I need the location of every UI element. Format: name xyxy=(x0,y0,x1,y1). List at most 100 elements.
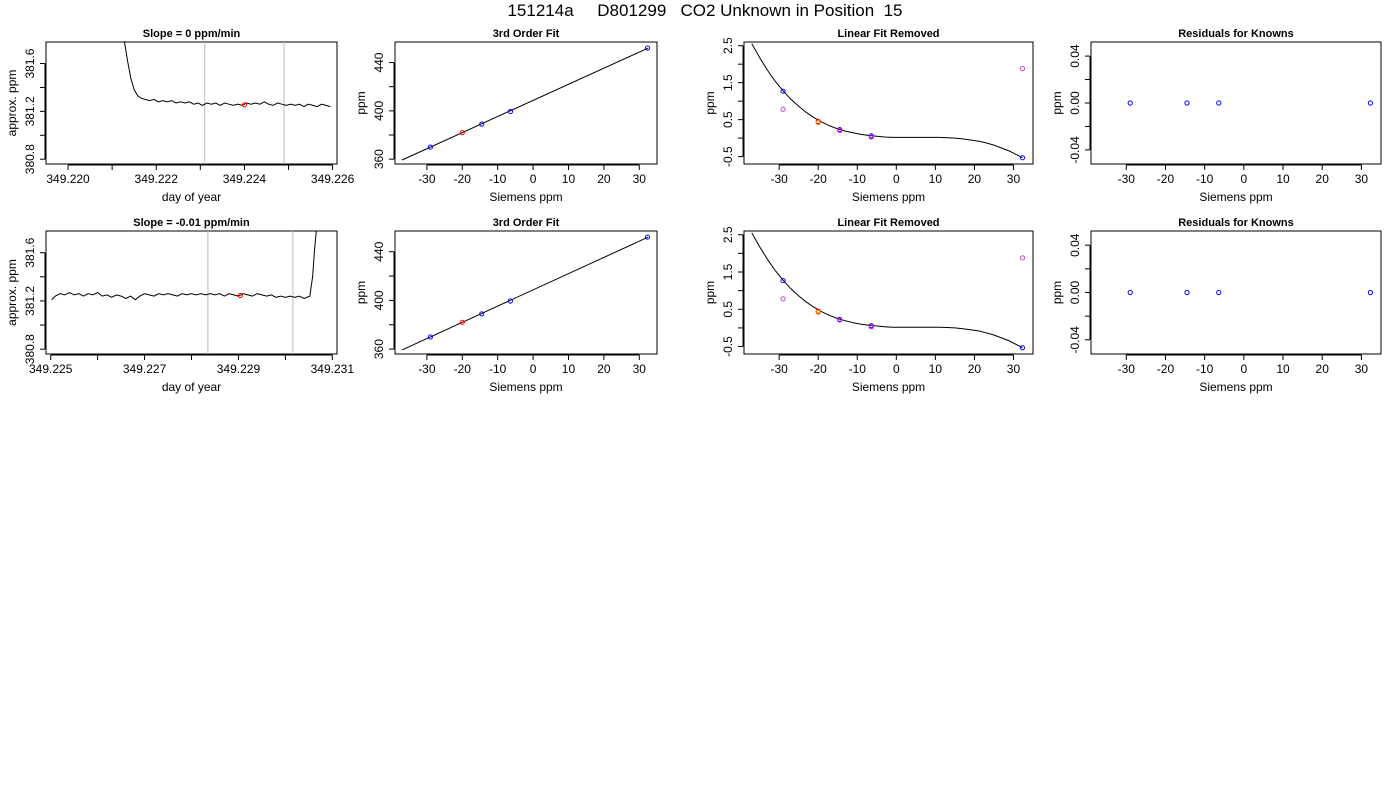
x-tick-label: -20 xyxy=(1157,362,1175,376)
x-tick-label: 20 xyxy=(968,172,982,186)
plot-frame xyxy=(394,41,658,165)
y-tick-label: -0.04 xyxy=(1068,326,1082,354)
x-tick-label: 20 xyxy=(1316,362,1330,376)
x-tick-label: -20 xyxy=(1157,172,1175,186)
data-point xyxy=(1184,289,1190,296)
x-tick-label: 0 xyxy=(893,172,900,186)
y-axis-label: ppm xyxy=(354,281,368,304)
y-tick-label: 0.00 xyxy=(1068,91,1082,115)
data-point xyxy=(780,277,786,284)
fit-curve xyxy=(751,43,1023,159)
plot-frame xyxy=(394,230,658,355)
plot-frame xyxy=(743,41,1034,165)
x-tick-label: 30 xyxy=(1007,362,1021,376)
y-tick-label: 0.04 xyxy=(1068,233,1082,257)
data-point xyxy=(237,292,243,299)
y-tick-label: -0.5 xyxy=(721,336,735,357)
data-point xyxy=(644,45,651,51)
y-tick-label: 440 xyxy=(372,52,386,72)
plot-frame xyxy=(1090,41,1382,165)
y-tick-label: 381.6 xyxy=(23,48,37,78)
x-tick-label: -20 xyxy=(810,362,828,376)
y-axis-label: ppm xyxy=(703,91,717,114)
x-tick-label: 0 xyxy=(893,362,900,376)
x-tick-label: 10 xyxy=(562,172,576,186)
x-tick-label: 349.224 xyxy=(223,172,267,186)
x-tick-label: -30 xyxy=(1118,362,1136,376)
x-tick-label: -10 xyxy=(489,172,507,186)
x-tick-label: 349.225 xyxy=(29,362,73,376)
x-tick-label: 30 xyxy=(1007,172,1021,186)
data-point xyxy=(479,311,485,317)
y-tick-label: 0.5 xyxy=(721,301,735,318)
x-tick-label: 349.229 xyxy=(217,362,261,376)
x-tick-label: 30 xyxy=(1355,362,1369,376)
x-tick-label: -10 xyxy=(1196,362,1214,376)
data-point xyxy=(837,317,843,323)
x-axis-label: day of year xyxy=(162,380,221,394)
plot-frame xyxy=(743,230,1034,355)
series-line xyxy=(51,231,317,301)
plot-frame xyxy=(45,41,338,165)
data-point xyxy=(837,127,843,133)
chart-title: Residuals for Knowns xyxy=(1178,28,1294,40)
data-point xyxy=(1367,100,1374,106)
y-tick-label: 2.5 xyxy=(721,37,735,54)
x-tick-label: 20 xyxy=(597,172,611,186)
chart-5 xyxy=(389,230,658,360)
x-axis-label: Siemens ppm xyxy=(489,190,562,204)
data-point xyxy=(1216,100,1222,106)
x-tick-label: 20 xyxy=(597,362,611,376)
x-axis-label: Siemens ppm xyxy=(852,190,925,204)
x-tick-label: 30 xyxy=(1355,172,1369,186)
x-tick-label: 349.222 xyxy=(135,172,179,186)
x-tick-label: 349.231 xyxy=(311,362,355,376)
y-axis-label: ppm xyxy=(354,91,368,114)
x-tick-label: 10 xyxy=(1276,172,1290,186)
x-tick-label: -10 xyxy=(489,362,507,376)
x-tick-label: -10 xyxy=(849,172,867,186)
chart-title: Slope = 0 ppm/min xyxy=(143,28,241,40)
y-tick-label: 400 xyxy=(372,290,386,310)
y-tick-label: 400 xyxy=(372,101,386,121)
x-tick-label: -30 xyxy=(770,362,788,376)
x-tick-label: -30 xyxy=(1118,172,1136,186)
x-tick-label: -10 xyxy=(849,362,867,376)
y-tick-label: 381.6 xyxy=(23,237,37,267)
y-tick-label: -0.04 xyxy=(1068,136,1082,164)
data-point xyxy=(868,134,874,140)
data-point xyxy=(1127,289,1133,296)
y-tick-label: 0.5 xyxy=(721,111,735,128)
x-tick-label: 10 xyxy=(1276,362,1290,376)
page-title: 151214a D801299 CO2 Unknown in Position … xyxy=(507,1,903,20)
x-tick-label: 10 xyxy=(929,362,943,376)
chart-title: Slope = -0.01 ppm/min xyxy=(133,217,250,229)
chart-4 xyxy=(40,230,338,360)
x-tick-label: 20 xyxy=(1316,172,1330,186)
chart-2 xyxy=(738,41,1034,170)
data-point xyxy=(459,129,465,136)
data-point xyxy=(1019,66,1026,72)
y-tick-label: 0.04 xyxy=(1068,44,1082,68)
y-tick-label: 2.5 xyxy=(721,226,735,243)
x-tick-label: 10 xyxy=(929,172,943,186)
y-tick-label: 380.8 xyxy=(23,334,37,364)
x-axis-label: Siemens ppm xyxy=(489,380,562,394)
data-point xyxy=(459,319,465,325)
data-point xyxy=(780,88,786,94)
x-tick-label: 30 xyxy=(633,172,647,186)
chart-title: Linear Fit Removed xyxy=(837,217,939,229)
data-point xyxy=(507,108,514,115)
x-tick-label: -20 xyxy=(810,172,828,186)
x-tick-label: 10 xyxy=(562,362,576,376)
y-axis-label: approx. ppm xyxy=(5,259,19,326)
chart-6 xyxy=(738,230,1034,360)
fit-curve xyxy=(751,232,1023,349)
data-point xyxy=(241,102,248,108)
y-tick-label: 360 xyxy=(372,339,386,359)
x-tick-label: 0 xyxy=(1240,172,1247,186)
x-tick-label: 0 xyxy=(1240,362,1247,376)
x-tick-label: -10 xyxy=(1196,172,1214,186)
y-axis-label: ppm xyxy=(703,281,717,304)
chart-1 xyxy=(389,41,658,170)
